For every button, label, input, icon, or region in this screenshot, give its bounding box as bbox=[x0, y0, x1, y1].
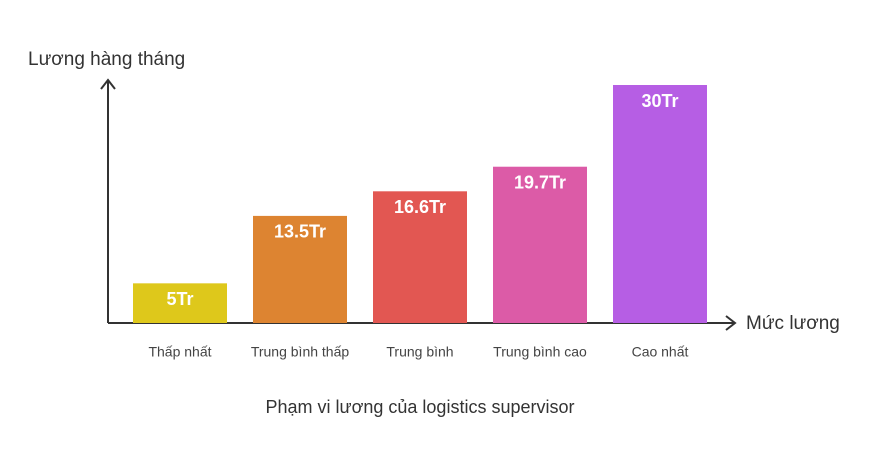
x-tick-label: Trung bình cao bbox=[493, 344, 587, 360]
value-label: 13.5Tr bbox=[274, 222, 326, 242]
chart-title: Phạm vi lương của logistics supervisor bbox=[266, 397, 575, 417]
value-label: 16.6Tr bbox=[394, 197, 446, 217]
x-tick-label: Trung bình thấp bbox=[251, 344, 350, 360]
x-tick-label: Thấp nhất bbox=[148, 344, 211, 360]
x-tick-label: Trung bình bbox=[386, 344, 453, 360]
bar bbox=[133, 283, 227, 323]
y-axis-label: Lương hàng tháng bbox=[28, 49, 185, 70]
value-label: 19.7Tr bbox=[514, 172, 566, 192]
value-label: 5Tr bbox=[166, 289, 193, 309]
bar bbox=[613, 85, 707, 323]
bar bbox=[253, 215, 347, 323]
x-axis-label: Mức lương bbox=[746, 313, 840, 334]
bar bbox=[493, 166, 587, 323]
value-label: 30Tr bbox=[641, 91, 678, 111]
x-tick-label: Cao nhất bbox=[632, 344, 689, 360]
bar bbox=[373, 191, 467, 323]
